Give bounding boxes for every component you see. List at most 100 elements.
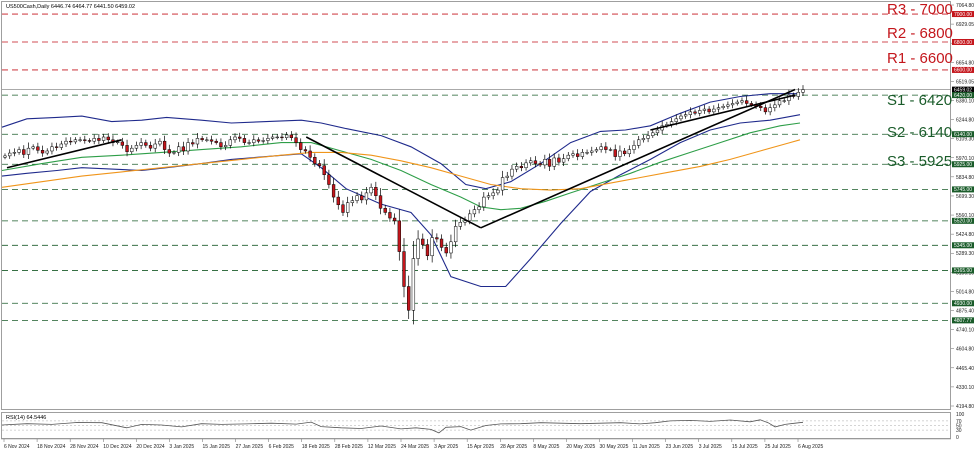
date-tick-label: 27 Jan 2025 — [236, 444, 264, 450]
candle-body — [566, 154, 570, 159]
level-tag-label: 6459.02 — [954, 87, 972, 93]
candle-body — [374, 187, 378, 196]
date-tick-label: 8 May 2025 — [533, 444, 559, 450]
candle-body — [331, 184, 336, 198]
price-tick-label: 6654.80 — [956, 60, 974, 66]
candle-body — [294, 137, 298, 143]
candle-body — [735, 101, 739, 104]
candle-body — [416, 238, 420, 259]
date-tick-label: 3 Jan 2025 — [169, 444, 194, 450]
date-tick-label: 3 Apr 2025 — [434, 444, 458, 450]
candle-body — [674, 118, 678, 122]
candle-body — [378, 195, 383, 209]
candle-body — [402, 251, 406, 287]
trendline — [480, 88, 796, 229]
candle-body — [256, 139, 261, 142]
date-tick-label: 15 Jul 2025 — [732, 444, 758, 450]
candle-body — [698, 110, 702, 114]
candle-body — [336, 196, 340, 206]
candle-body — [801, 89, 805, 93]
candle-body — [177, 146, 181, 153]
price-tick-label: 5834.80 — [956, 175, 974, 181]
candle-body — [444, 247, 448, 254]
level-tag-label: 6140.00 — [954, 132, 972, 138]
candle-body — [777, 100, 782, 106]
candle-body — [745, 100, 749, 104]
candle-body — [529, 160, 533, 164]
date-tick-label: 23 Jun 2025 — [666, 444, 694, 450]
candle-body — [458, 221, 462, 227]
date-tick-label: 10 Dec 2024 — [103, 444, 132, 450]
candle-body — [205, 139, 209, 141]
candle-body — [116, 141, 120, 143]
candle-body — [763, 107, 768, 113]
candle-body — [261, 140, 265, 142]
candle-body — [510, 168, 514, 177]
candle-body — [200, 138, 204, 141]
level-tag-box — [952, 217, 974, 224]
price-tick-label: 6380.10 — [956, 98, 974, 104]
candle-body — [702, 108, 707, 111]
candle-body — [627, 149, 631, 155]
candle-body — [134, 145, 139, 149]
candle-body — [397, 220, 401, 252]
level-tag-box — [952, 92, 974, 99]
candle-body — [796, 92, 800, 97]
candle-body — [449, 241, 453, 254]
candle-body — [576, 153, 580, 157]
candle-body — [360, 195, 364, 201]
candle-body — [313, 157, 317, 164]
price-tick-label: 4465.40 — [956, 366, 974, 372]
candle-body — [223, 145, 228, 148]
candle-body — [392, 217, 397, 222]
ma-green-line — [1, 122, 801, 211]
candle-body — [524, 162, 528, 168]
rsi-tick-label: 70 — [956, 419, 962, 425]
candle-body — [383, 208, 387, 213]
price-tick-label: 6519.05 — [956, 79, 974, 85]
level-tag-box — [952, 38, 974, 45]
candle-body — [186, 142, 190, 152]
trendline — [305, 136, 482, 229]
level-tag-box — [952, 186, 974, 193]
candle-body — [693, 111, 697, 114]
candle-body — [679, 115, 683, 120]
candle-body — [618, 150, 622, 157]
candle-body — [3, 155, 7, 158]
level-tag-label: 6600.00 — [954, 68, 972, 74]
level-tag-label: 6420.00 — [954, 93, 972, 99]
price-tick-label: 4330.10 — [956, 385, 974, 391]
date-tick-label: 6 Aug 2025 — [798, 444, 824, 450]
level-tag-box — [952, 66, 974, 73]
candle-body — [768, 107, 772, 113]
rsi-title: RSI(14) 64.5446 — [6, 415, 46, 421]
level-tag-label: 5520.00 — [954, 219, 972, 225]
price-tick-label: 7064.80 — [956, 3, 974, 9]
price-tick-label: 5560.10 — [956, 213, 974, 219]
date-tick-label: 25 Jul 2025 — [765, 444, 791, 450]
candle-body — [486, 195, 491, 198]
price-tick-label: 4740.10 — [956, 328, 974, 334]
candle-body — [181, 146, 186, 152]
level-tag-box — [952, 131, 974, 138]
candle-body — [317, 163, 322, 166]
rsi-tick-label: 50 — [956, 424, 962, 430]
price-tick-label: 6109.30 — [956, 137, 974, 143]
label-r3: R3 - 7000 — [887, 1, 953, 18]
candle-body — [266, 138, 270, 141]
candle-body — [238, 136, 242, 139]
date-tick-label: 20 Dec 2024 — [136, 444, 165, 450]
level-tag-label: 6800.00 — [954, 40, 972, 46]
candle-body — [580, 152, 585, 157]
candle-body — [787, 94, 791, 101]
candle-body — [242, 138, 247, 143]
candle-body — [543, 159, 547, 166]
candle-body — [407, 286, 411, 311]
candle-body — [453, 226, 458, 243]
price-panel-frame — [1, 1, 951, 410]
candle-body — [655, 129, 660, 134]
candle-body — [482, 196, 486, 208]
level-tag-box — [952, 300, 974, 307]
